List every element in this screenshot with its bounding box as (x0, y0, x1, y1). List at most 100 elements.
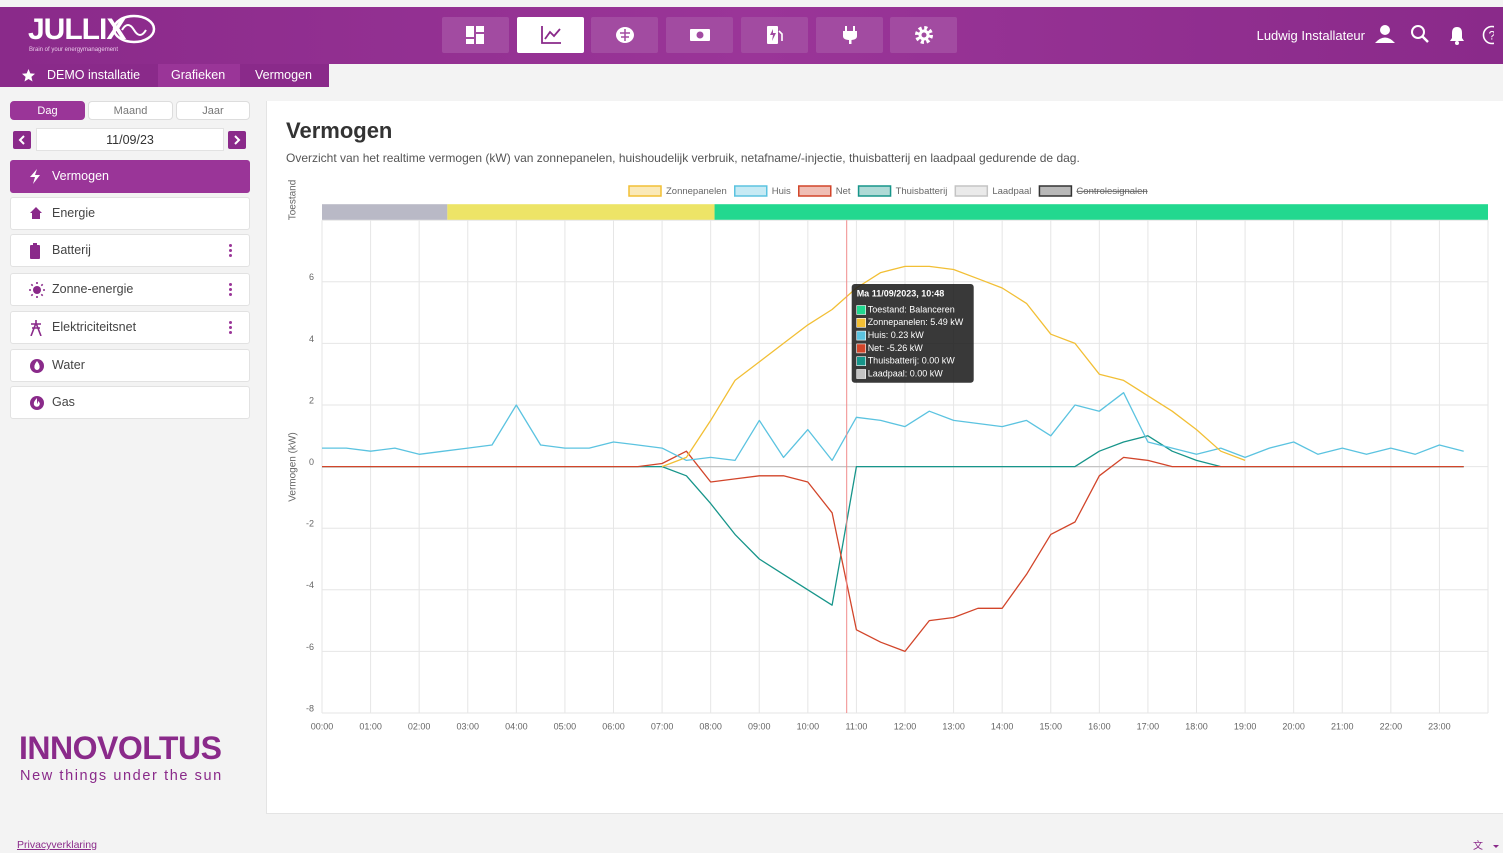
legend-swatch (798, 185, 832, 197)
y-axis-label: Vermogen (kW) (288, 432, 299, 501)
privacy-link[interactable]: Privacyverklaring (17, 839, 97, 851)
x-tick-label: 15:00 (1039, 721, 1062, 731)
menu-more[interactable] (229, 321, 232, 336)
legend-swatch (734, 185, 768, 197)
menu-label: Vermogen (52, 169, 109, 183)
legend-swatch (628, 185, 662, 197)
menu-label: Elektriciteitsnet (52, 320, 137, 334)
tab[interactable]: Maand (88, 101, 173, 120)
x-tick-label: 01:00 (359, 721, 382, 731)
svg-text:?: ? (1489, 29, 1494, 43)
x-tick-label: 07:00 (651, 721, 674, 731)
tooltip-item: Laadpaal: 0.00 kW (868, 368, 944, 378)
x-tick-label: 22:00 (1380, 721, 1403, 731)
status-axis-label: Toestand (288, 180, 299, 221)
page-description: Overzicht van het realtime vermogen (kW)… (286, 151, 1080, 165)
logo[interactable]: JULLIX (28, 13, 126, 46)
series-line (661, 265, 1246, 468)
tooltip-swatch (856, 343, 867, 354)
menu-item[interactable]: Batterij (10, 234, 250, 267)
tooltip-swatch (856, 369, 867, 379)
x-tick-label: 23:00 (1428, 721, 1451, 731)
tooltip-item: Huis: 0.23 kW (868, 330, 925, 340)
menu-label: Zonne-energie (52, 282, 134, 296)
tooltip-swatch (856, 305, 867, 315)
nav-brain[interactable] (591, 17, 658, 53)
nav-fuel[interactable] (741, 17, 808, 53)
tab[interactable]: Dag (10, 101, 85, 120)
y-tick-label: -2 (306, 519, 314, 529)
x-tick-label: 19:00 (1234, 721, 1257, 731)
nav-plug[interactable] (816, 17, 883, 53)
y-tick-label: -6 (306, 642, 314, 652)
x-tick-label: 00:00 (311, 721, 334, 731)
header-icons: ? (1375, 25, 1494, 45)
legend-label: Laadpaal (992, 186, 1031, 197)
series-line (322, 435, 1464, 606)
menu-item[interactable]: Energie (10, 197, 250, 230)
x-tick-label: 02:00 (408, 721, 431, 731)
chart: Toestand Vermogen (kW) -8 -6 -4 -2 0 2 4 6 00:00… (288, 180, 1489, 731)
x-tick-label: 08:00 (699, 721, 722, 731)
nav-dashboard[interactable] (442, 17, 509, 53)
tooltip: Ma 11/09/2023, 10:48 Toestand: Balanceren… (851, 284, 974, 383)
x-tick-label: 04:00 (505, 721, 528, 731)
series-line (322, 392, 1464, 462)
menu-more[interactable] (229, 244, 232, 259)
legend-label: Net (836, 186, 851, 197)
tooltip-title: Ma 11/09/2023, 10:48 (857, 288, 945, 298)
footer (0, 833, 1503, 853)
menu-item[interactable]: Vermogen (10, 160, 250, 193)
breadcrumb-item[interactable]: Grafieken (158, 64, 240, 87)
y-tick-label: 4 (309, 334, 314, 344)
x-tick-label: 17:00 (1137, 721, 1160, 731)
menu-label: Batterij (52, 243, 91, 257)
page-title: Vermogen (286, 118, 393, 143)
x-tick-label: 21:00 (1331, 721, 1354, 731)
menu-label: Water (52, 358, 85, 372)
breadcrumb-text: Vermogen (255, 68, 312, 82)
tab[interactable]: Jaar (176, 101, 250, 120)
x-tick-label: 14:00 (991, 721, 1014, 731)
y-tick-label: -8 (306, 703, 314, 713)
status-segment (714, 204, 1488, 221)
status-segment (447, 204, 715, 221)
logo-icon (112, 14, 156, 44)
legend-label: Zonnepanelen (666, 186, 727, 197)
legend-label: Thuisbatterij (896, 186, 948, 197)
tooltip-item: Zonnepanelen: 5.49 kW (868, 317, 964, 327)
language-icon[interactable]: 文 (1472, 839, 1500, 853)
date-field[interactable]: 11/09/23 (36, 128, 224, 151)
next-date[interactable] (228, 131, 246, 149)
menu-item[interactable]: Zonne-energie (10, 273, 250, 306)
menu-item[interactable]: Elektriciteitsnet (10, 311, 250, 344)
y-tick-label: -4 (306, 580, 314, 590)
x-tick-label: 05:00 (554, 721, 577, 731)
y-tick-label: 2 (309, 395, 314, 405)
tagline: Brain of your energymanagement (29, 47, 119, 53)
x-tick-label: 12:00 (894, 721, 917, 731)
nav-settings[interactable] (890, 17, 957, 53)
top-bar: JULLIX Brain of your energymanagement Lu… (0, 7, 1503, 64)
nav-charts[interactable] (517, 17, 584, 53)
breadcrumb-item[interactable]: DEMO installatie (0, 64, 158, 87)
menu-item[interactable]: Water (10, 349, 250, 382)
tooltip-item: Net: -5.26 kW (868, 343, 924, 353)
prev-date[interactable] (13, 131, 31, 149)
breadcrumb-text: Grafieken (171, 68, 226, 82)
x-tick-label: 18:00 (1185, 721, 1208, 731)
menu-item[interactable]: Gas (10, 386, 250, 419)
tooltip-swatch (856, 330, 867, 341)
legend-swatch (954, 185, 989, 197)
x-tick-label: 03:00 (456, 721, 479, 731)
x-tick-label: 16:00 (1088, 721, 1111, 731)
slogan: New things under the sun (20, 768, 223, 784)
nav-money[interactable] (666, 17, 733, 53)
x-tick-label: 06:00 (602, 721, 625, 731)
user-name[interactable]: Ludwig Installateur (1256, 28, 1365, 43)
menu-label: Energie (52, 206, 96, 220)
menu-more[interactable] (229, 283, 232, 298)
x-tick-label: 13:00 (942, 721, 965, 731)
x-tick-label: 09:00 (748, 721, 771, 731)
